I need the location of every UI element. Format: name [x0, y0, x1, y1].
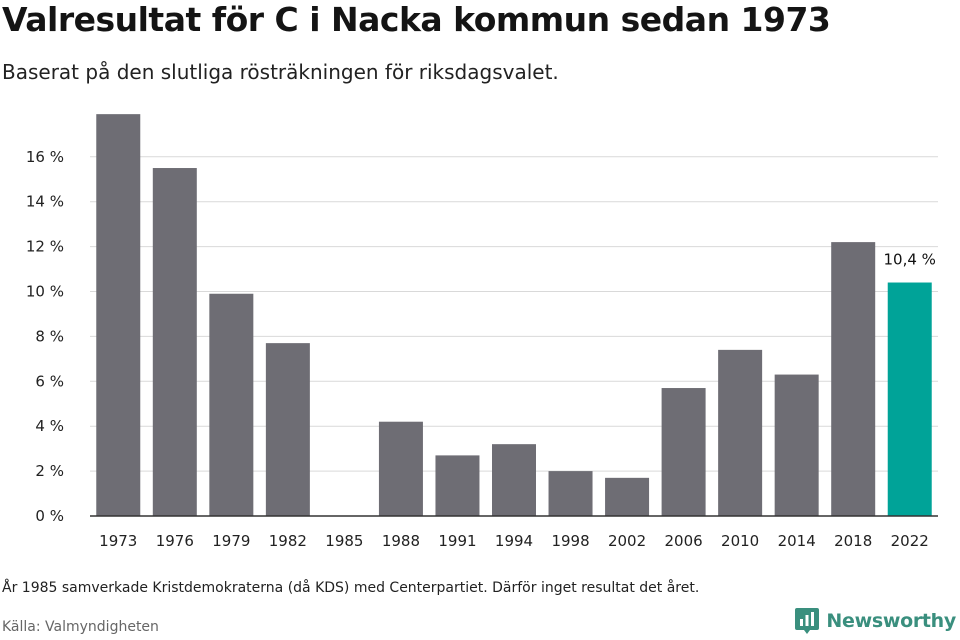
x-tick-label: 1991 — [438, 532, 476, 550]
bar-1979 — [209, 293, 254, 516]
x-tick-label: 2006 — [665, 532, 703, 550]
x-tick-label: 2022 — [891, 532, 929, 550]
y-tick-label: 8 % — [35, 327, 64, 345]
bar-2022 — [887, 282, 932, 516]
y-tick-label: 12 % — [26, 238, 64, 256]
x-tick-label: 1976 — [156, 532, 194, 550]
y-tick-label: 2 % — [35, 462, 64, 480]
brand-logo: Newsworthy — [794, 606, 956, 636]
data-label: 10,4 % — [884, 251, 936, 269]
bar-1982 — [265, 343, 310, 516]
x-tick-label: 1973 — [99, 532, 137, 550]
bar-1994 — [492, 444, 536, 516]
y-tick-label: 0 % — [35, 507, 64, 525]
x-tick-label: 2018 — [834, 532, 872, 550]
x-tick-label: 2014 — [778, 532, 816, 550]
bar-chart: 0 % 2 % 4 % 6 % 8 % 10 % 12 % 14 % 16 % 1973 1976 1… — [26, 114, 938, 550]
bar-1973 — [96, 114, 141, 516]
bar-2014 — [774, 374, 819, 516]
chart-source: Källa: Valmyndigheten — [2, 619, 159, 635]
y-tick-label: 14 % — [26, 193, 64, 211]
x-tick-label: 1998 — [551, 532, 589, 550]
bar-2010 — [718, 349, 763, 516]
x-tick-label: 1988 — [382, 532, 420, 550]
x-tick-label: 1979 — [212, 532, 250, 550]
y-tick-label: 16 % — [26, 148, 64, 166]
x-tick-label: 2010 — [721, 532, 759, 550]
bar-1998 — [548, 471, 593, 516]
bar-2018 — [831, 242, 876, 517]
x-tick-label: 1994 — [495, 532, 533, 550]
chart-subtitle: Baserat på den slutliga rösträkningen fö… — [2, 60, 559, 84]
bar-2006 — [661, 388, 706, 516]
x-tick-label: 1982 — [269, 532, 307, 550]
bar-2002 — [605, 477, 650, 516]
y-tick-label: 10 % — [26, 283, 64, 301]
newsworthy-icon — [795, 608, 820, 634]
chart-footnote: År 1985 samverkade Kristdemokraterna (då… — [2, 580, 700, 596]
bar-1976 — [152, 168, 197, 516]
bar-1991 — [435, 455, 480, 516]
bar-1988 — [378, 421, 423, 516]
x-tick-label: 2002 — [608, 532, 646, 550]
x-tick-label: 1985 — [325, 532, 363, 550]
brand-name: Newsworthy — [826, 610, 956, 632]
y-tick-label: 6 % — [35, 372, 64, 390]
chart-title: Valresultat för C i Nacka kommun sedan 1… — [2, 0, 831, 39]
y-tick-label: 4 % — [35, 417, 64, 435]
